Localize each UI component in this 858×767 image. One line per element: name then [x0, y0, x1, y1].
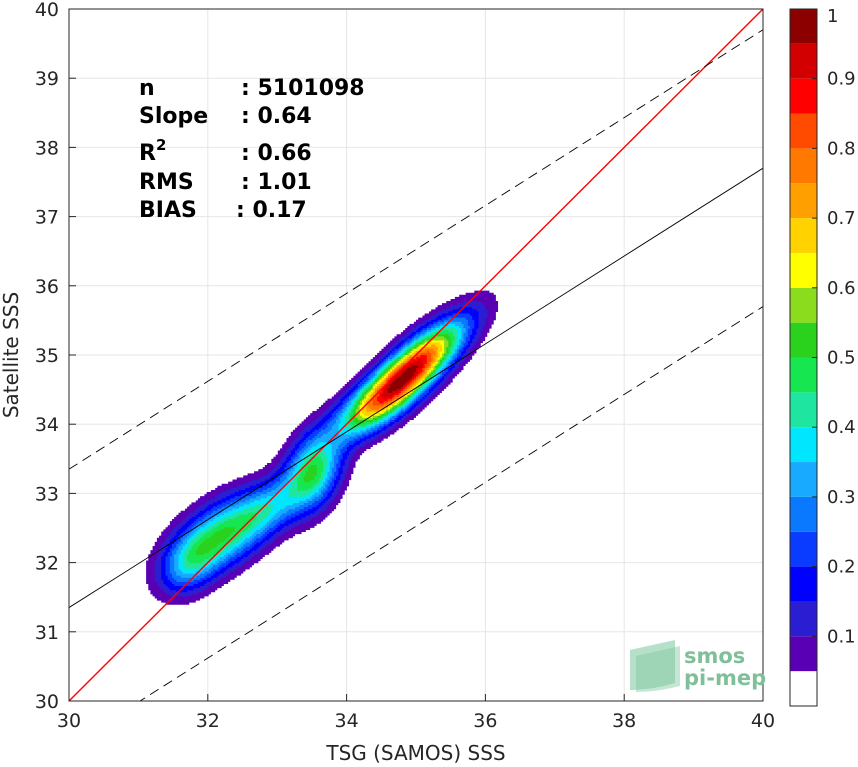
y-tick-label: 33 [35, 483, 59, 505]
x-axis-label: TSG (SAMOS) SSS [325, 741, 505, 765]
logo-line1: smos [684, 644, 745, 668]
y-axis-ticks: 30 31 32 33 34 35 36 37 38 39 40 [35, 0, 76, 713]
stats-box: n : 5101098 Slope : 0.64 R2 : 0.66 RMS :… [139, 76, 365, 223]
svg-text:: 5101098: : 5101098 [241, 76, 365, 101]
colorbar-swatch [790, 183, 817, 219]
svg-text:: 1.01: : 1.01 [241, 170, 312, 195]
x-tick-label: 32 [196, 710, 220, 732]
colorbar-tick-label: 0.6 [827, 278, 856, 299]
colorbar-swatch [790, 566, 817, 602]
colorbar-swatch [790, 392, 817, 428]
svg-text:n: n [139, 76, 155, 101]
stat-rms-value: : 1.01 [241, 170, 312, 195]
x-tick-label: 38 [612, 710, 636, 732]
stat-rms-label: RMS [139, 170, 194, 195]
density-level-19 [387, 365, 419, 393]
y-tick-label: 39 [35, 68, 59, 90]
logo-line2: pi-mep [684, 666, 766, 690]
colorbar-swatch [790, 218, 817, 253]
colorbar-swatch [790, 148, 817, 184]
colorbar-tick-label: 0.8 [827, 138, 856, 159]
stat-slope-value: : 0.64 [241, 104, 312, 129]
identity-line [69, 9, 763, 701]
upper-bound-line [69, 29, 763, 470]
stat-r2-label: R [139, 141, 156, 166]
colorbar-swatch [790, 78, 817, 114]
y-tick-label: 40 [35, 0, 59, 21]
colorbar-tick-label: 0.4 [827, 417, 856, 438]
colorbar-tick-label: 0.1 [827, 626, 856, 647]
stat-bias-label: BIAS [139, 198, 197, 223]
x-tick-label: 30 [57, 710, 81, 732]
colorbar-swatch [790, 43, 817, 79]
y-tick-label: 35 [35, 345, 59, 367]
y-tick-label: 38 [35, 137, 59, 159]
colorbar-tick-label: 0.9 [827, 69, 856, 90]
fit-lines [69, 9, 763, 701]
colorbar: 0.1 0.2 0.3 0.4 0.5 0.6 0.7 0.8 0.9 1 [789, 6, 856, 707]
svg-text:R2: R2 [139, 136, 166, 166]
svg-text:Slope: Slope [139, 104, 208, 129]
colorbar-tick-label: 0.5 [827, 348, 856, 369]
colorbar-swatch [790, 671, 817, 706]
stat-bias-value: : 0.17 [236, 198, 307, 223]
x-axis-ticks: 30 32 34 36 38 40 [57, 694, 775, 732]
svg-text:: 0.17: : 0.17 [236, 198, 307, 223]
y-tick-label: 36 [35, 276, 59, 298]
y-tick-label: 30 [35, 691, 59, 713]
x-tick-label: 36 [473, 710, 497, 732]
svg-text:: 0.66: : 0.66 [241, 141, 312, 166]
svg-text:smos: smos [684, 644, 745, 668]
colorbar-swatch [790, 601, 817, 637]
svg-text:: 0.64: : 0.64 [241, 104, 312, 129]
regression-line [69, 167, 763, 608]
smos-pimep-logo: smos pi-mep [630, 640, 766, 692]
y-tick-label: 31 [35, 622, 59, 644]
y-tick-label: 37 [35, 207, 59, 229]
colorbar-tick-label: 0.3 [827, 487, 856, 508]
x-tick-label: 34 [335, 710, 359, 732]
colorbar-swatch [790, 322, 817, 358]
stat-r2-value: : 0.66 [241, 141, 312, 166]
logo-wave-icon [630, 640, 675, 690]
y-axis-label: Satellite SSS [0, 292, 23, 418]
y-tick-label: 32 [35, 553, 59, 575]
x-tick-label: 40 [751, 710, 775, 732]
colorbar-swatch [790, 496, 817, 532]
lower-bound-line [139, 306, 763, 701]
colorbar-swatch [790, 427, 817, 463]
colorbar-swatch [790, 636, 817, 672]
colorbar-swatch [790, 252, 817, 288]
colorbar-swatch [790, 113, 817, 149]
colorbar-swatch [790, 531, 817, 567]
colorbar-swatch [790, 9, 817, 44]
svg-text:BIAS: BIAS [139, 198, 197, 223]
stat-n-label: n [139, 76, 155, 101]
y-tick-label: 34 [35, 414, 59, 436]
colorbar-tick-label: 0.7 [827, 208, 856, 229]
svg-text:pi-mep: pi-mep [684, 666, 766, 690]
colorbar-tick-label: 0.2 [827, 557, 856, 578]
colorbar-swatch [790, 462, 817, 497]
colorbar-swatch [790, 357, 817, 393]
stat-r2-superscript: 2 [156, 136, 166, 154]
colorbar-swatch [790, 287, 817, 323]
svg-text:RMS: RMS [139, 170, 194, 195]
stat-n-value: : 5101098 [241, 76, 365, 101]
colorbar-tick-label: 1 [827, 6, 838, 27]
stat-slope-label: Slope [139, 104, 208, 129]
